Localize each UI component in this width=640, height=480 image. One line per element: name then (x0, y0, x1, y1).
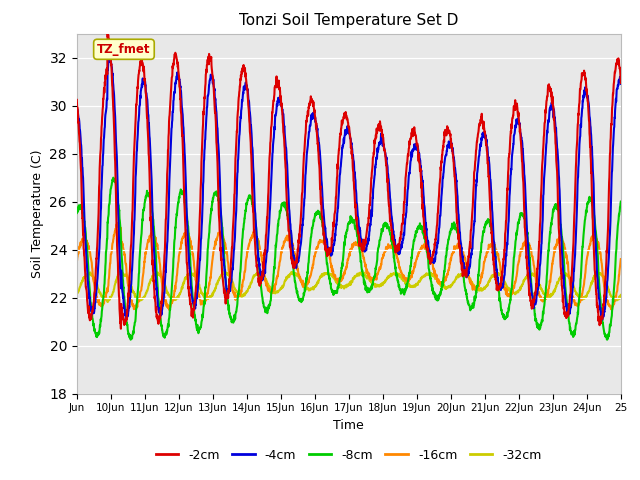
Title: Tonzi Soil Temperature Set D: Tonzi Soil Temperature Set D (239, 13, 458, 28)
Legend: -2cm, -4cm, -8cm, -16cm, -32cm: -2cm, -4cm, -8cm, -16cm, -32cm (151, 444, 547, 467)
X-axis label: Time: Time (333, 419, 364, 432)
Y-axis label: Soil Temperature (C): Soil Temperature (C) (31, 149, 44, 278)
Text: TZ_fmet: TZ_fmet (97, 43, 150, 56)
